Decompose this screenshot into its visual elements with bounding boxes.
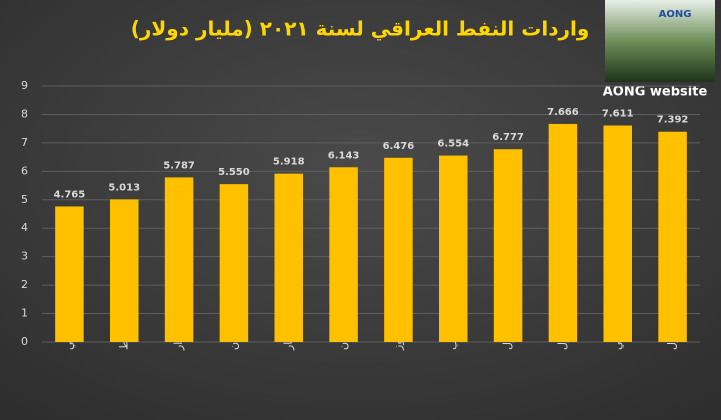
bar (55, 206, 84, 342)
bar (658, 131, 687, 342)
y-tick-label: 0 (21, 335, 28, 348)
bar (109, 199, 139, 342)
logo-text: AONG (659, 9, 692, 20)
y-tick-label: 9 (21, 79, 28, 92)
logo-image (605, 0, 715, 82)
data-label: 6.777 (492, 132, 524, 143)
data-label: 5.918 (273, 157, 305, 168)
data-label: 6.554 (437, 139, 469, 150)
bar (548, 123, 578, 342)
chart-title: واردات النفط العراقي لسنة ٢٠٢١ (مليار دو… (131, 17, 590, 42)
data-label: 6.143 (328, 150, 360, 161)
data-label: 6.476 (383, 141, 415, 152)
y-tick-label: 8 (21, 107, 28, 120)
data-label: 7.666 (547, 107, 579, 118)
bar (274, 173, 304, 342)
bar (329, 167, 358, 342)
bar (219, 184, 249, 342)
data-label: 5.787 (163, 160, 195, 171)
data-label: 7.611 (602, 109, 634, 120)
y-tick-label: 6 (21, 164, 28, 177)
bar (493, 149, 523, 342)
bar (603, 125, 633, 342)
y-tick-label: 4 (21, 221, 28, 234)
data-label: 5.013 (108, 182, 140, 193)
source-note: AONG website (603, 85, 708, 100)
bar (438, 155, 468, 342)
bar (384, 157, 413, 342)
data-label: 7.392 (657, 115, 689, 126)
y-tick-label: 5 (21, 193, 28, 206)
y-tick-label: 1 (21, 307, 28, 320)
y-tick-label: 2 (21, 278, 28, 291)
bar (164, 177, 194, 342)
y-tick-label: 7 (21, 136, 28, 149)
data-label: 5.550 (218, 167, 250, 178)
data-label: 4.765 (54, 189, 86, 200)
y-tick-label: 3 (21, 250, 28, 263)
